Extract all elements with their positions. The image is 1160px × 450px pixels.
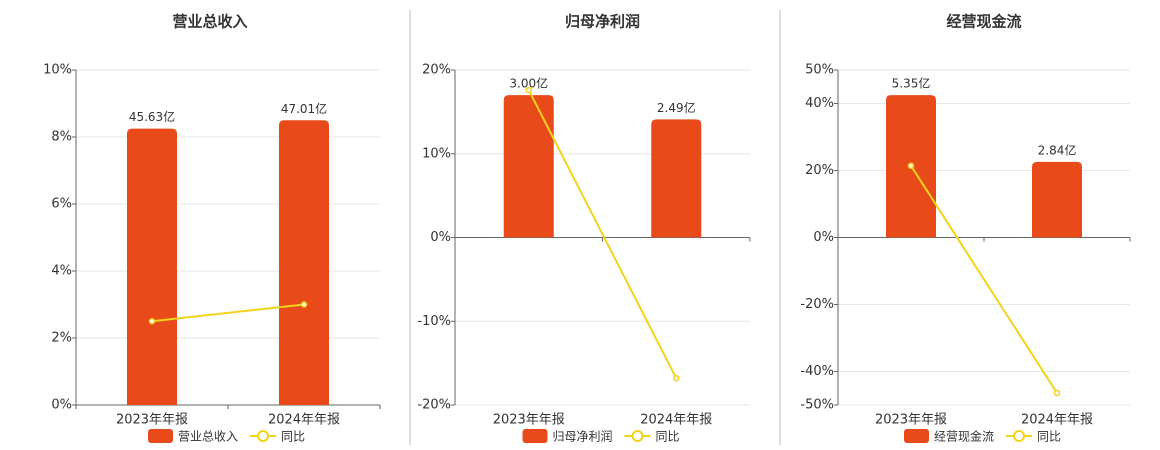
x-tick-label: 2024年年报 <box>268 413 340 428</box>
x-tick-label: 2024年年报 <box>640 413 712 428</box>
y-tick-label: 0% <box>813 230 834 245</box>
y-tick-label: 50% <box>805 63 834 78</box>
y-tick-label: 10% <box>422 146 451 161</box>
chart-title: 经营现金流 <box>946 13 1021 31</box>
x-tick-label: 2023年年报 <box>875 413 947 428</box>
chart-title: 营业总收入 <box>172 13 247 31</box>
x-tick-label: 2023年年报 <box>116 413 188 428</box>
legend-label: 归母净利润 <box>553 430 613 444</box>
y-tick-label: 2% <box>51 331 72 346</box>
legend-swatch <box>522 429 548 443</box>
line-point <box>1053 389 1061 397</box>
legend-swatch <box>904 429 929 443</box>
y-tick-label: 8% <box>51 130 72 145</box>
y-tick-label: 6% <box>51 197 72 212</box>
legend-marker <box>631 430 644 442</box>
y-tick-label: 40% <box>805 96 834 111</box>
y-tick-label: -20% <box>417 398 451 413</box>
y-tick-label: 10% <box>43 63 72 78</box>
y-tick-label: 0% <box>430 230 451 245</box>
legend-label: 同比 <box>281 430 305 444</box>
legend-label: 同比 <box>656 430 680 444</box>
x-tick-label: 2023年年报 <box>493 413 565 428</box>
line <box>151 303 305 323</box>
line-point <box>525 86 532 94</box>
legend-label: 同比 <box>1037 430 1061 444</box>
y-tick-label: -50% <box>800 398 834 413</box>
legend-marker <box>1013 430 1026 442</box>
chart-title: 归母净利润 <box>565 13 640 31</box>
value-label: 2.84亿 <box>1038 142 1077 157</box>
value-label: 5.35亿 <box>892 76 931 91</box>
y-tick-label: -20% <box>800 297 834 312</box>
line <box>910 165 1058 394</box>
y-tick-label: 20% <box>805 163 834 178</box>
line-point <box>673 374 680 382</box>
x-tick-label: 2024年年报 <box>1021 413 1093 428</box>
legend-swatch <box>148 429 173 443</box>
line-point <box>907 162 915 170</box>
bar <box>1032 161 1082 238</box>
y-tick-label: 4% <box>51 264 72 279</box>
bar <box>279 120 329 405</box>
line-point <box>300 301 308 308</box>
bar <box>127 128 177 406</box>
line <box>527 89 678 379</box>
y-tick-label: 20% <box>422 63 451 78</box>
legend-label: 经营现金流 <box>934 429 994 444</box>
value-label: 3.00亿 <box>509 76 548 91</box>
bar <box>651 119 702 238</box>
legend-marker <box>257 430 270 442</box>
y-tick-label: 0% <box>51 398 72 413</box>
y-tick-label: -10% <box>417 314 451 329</box>
value-label: 47.01亿 <box>281 101 327 116</box>
line-point <box>148 318 156 325</box>
y-tick-label: -40% <box>800 364 834 379</box>
bar <box>503 95 554 238</box>
value-label: 2.49亿 <box>657 100 696 115</box>
value-label: 45.63亿 <box>129 109 175 124</box>
legend-label: 营业总收入 <box>178 430 238 444</box>
